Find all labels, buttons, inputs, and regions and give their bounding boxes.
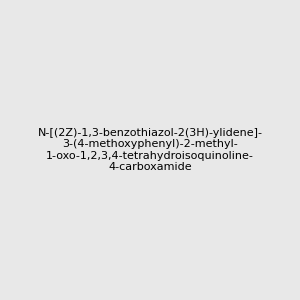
- Text: N-[(2Z)-1,3-benzothiazol-2(3H)-ylidene]-
3-(4-methoxyphenyl)-2-methyl-
1-oxo-1,2: N-[(2Z)-1,3-benzothiazol-2(3H)-ylidene]-…: [38, 128, 262, 172]
